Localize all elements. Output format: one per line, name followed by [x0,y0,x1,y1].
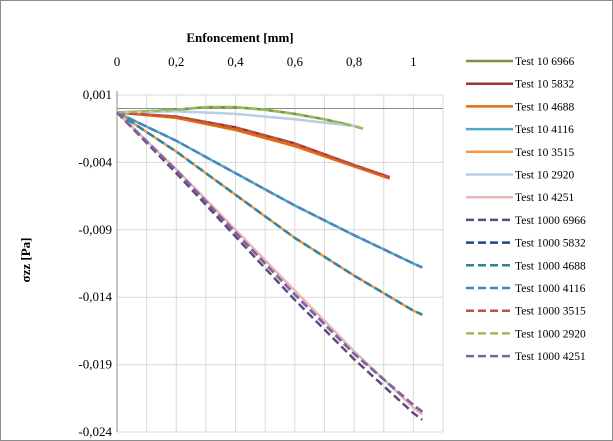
legend-label: Test 1000 2920 [515,328,586,340]
series-line [116,111,391,179]
y-tick-label: -0,009 [78,222,112,237]
series-line [116,111,424,421]
x-tick-label: 0,6 [287,54,304,69]
legend-label: Test 10 4116 [515,124,574,136]
legend-label: Test 10 3515 [515,147,574,159]
legend-label: Test 1000 4116 [515,283,586,295]
series-lines [116,105,424,421]
series-line [116,111,391,180]
y-tick-label: -0,004 [78,154,112,169]
x-tick-label: 1 [410,54,417,69]
series-line [116,105,364,130]
y-tick-label: -0,024 [78,424,112,439]
legend-label: Test 1000 5832 [515,238,586,250]
legend-label: Test 1000 6966 [515,215,586,227]
x-tick-label: 0,2 [168,54,184,69]
legend-label: Test 10 6966 [515,56,574,68]
legend-label: Test 10 2920 [515,170,574,182]
series-line [116,111,391,179]
x-axis-title: Enfoncement [mm] [186,30,293,45]
y-axis-title: σzz [Pa] [18,238,33,283]
legend-label: Test 1000 3515 [515,306,586,318]
series-line [116,111,424,413]
legend-label: Test 1000 4688 [515,260,586,272]
x-tick-label: 0,4 [227,54,244,69]
x-tick-label: 0 [114,54,121,69]
legend-label: Test 10 4688 [515,101,574,113]
legend-label: Test 10 5832 [515,79,574,91]
series-line [116,111,424,416]
y-tick-label: -0,019 [78,357,112,372]
axes [116,91,443,432]
legend: Test 10 6966 Test 10 5832 Test 10 4688 Test… [466,56,586,363]
series-line [116,111,423,269]
series-line [116,111,423,316]
legend-label: Test 1000 4251 [515,351,586,363]
legend-label: Test 10 4251 [515,192,574,204]
y-tick-label: -0,014 [78,289,112,304]
y-tick-label: 0,001 [83,87,112,102]
x-tick-label: 0,8 [346,54,362,69]
tick-labels: 0 0,2 0,4 0,6 0,8 1 0,001 -0,004 -0,009 -0,014 -0,… [78,54,416,439]
